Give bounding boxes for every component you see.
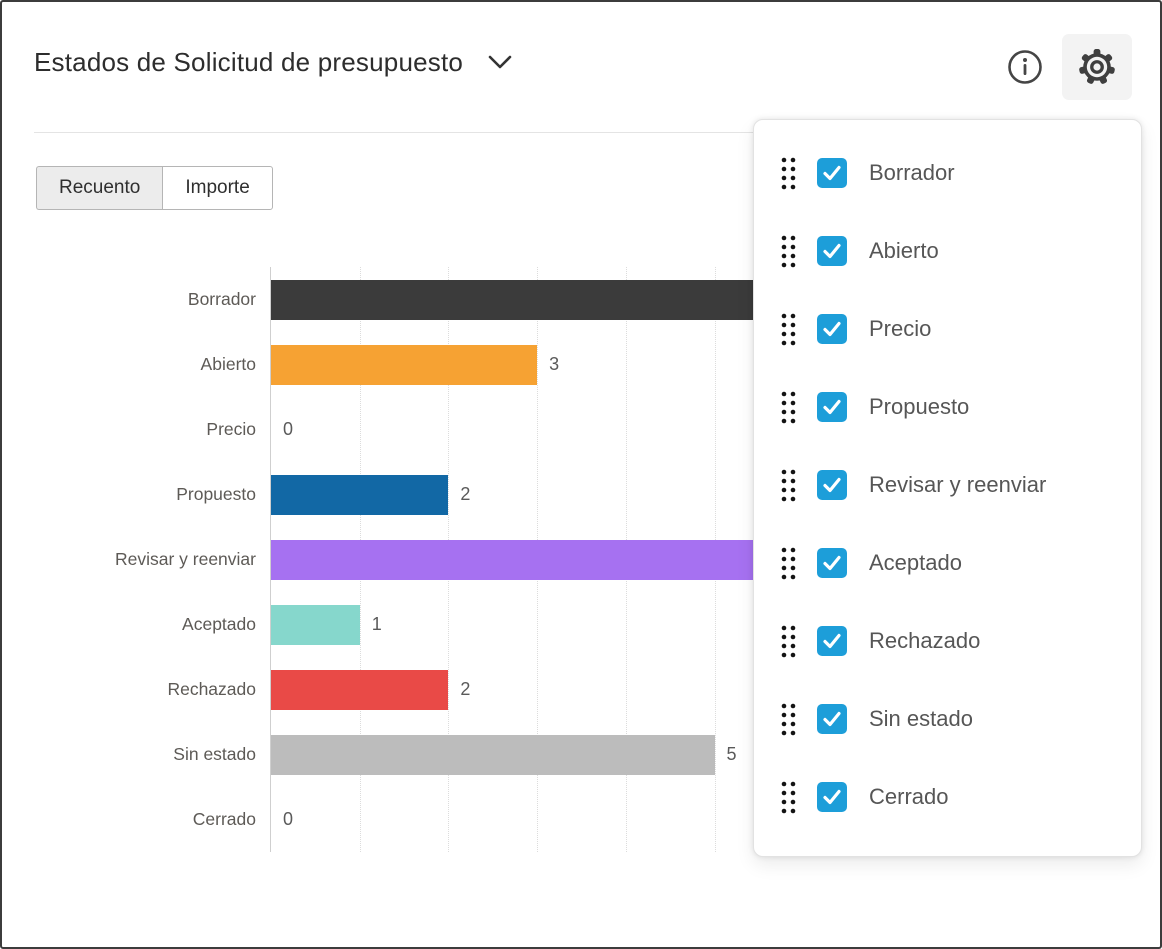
panel-item[interactable]: Sin estado [754, 680, 1141, 758]
chart-row: Sin estado 5 [32, 722, 1107, 787]
bar-track: 2 [270, 462, 1107, 527]
drag-handle-icon[interactable] [780, 780, 797, 815]
checkbox[interactable] [817, 236, 847, 266]
drag-handle-icon[interactable] [780, 390, 797, 425]
checkbox[interactable] [817, 314, 847, 344]
category-label: Sin estado [173, 744, 256, 764]
panel-item-label: Cerrado [869, 784, 949, 809]
checkbox[interactable] [817, 470, 847, 500]
panel-item-label: Borrador [869, 160, 955, 185]
value-label: 0 [283, 809, 294, 829]
category-label: Borrador [187, 289, 256, 309]
info-icon [1008, 50, 1042, 84]
checkbox[interactable] [817, 158, 847, 188]
bar-track [270, 527, 1107, 592]
bar-track: 0 [270, 397, 1107, 462]
drag-handle-icon[interactable] [780, 468, 797, 503]
bar-track: 0 [270, 787, 1107, 852]
panel-item[interactable]: Abierto [754, 212, 1141, 290]
category-label: Propuesto [176, 484, 256, 504]
widget-title-dropdown[interactable]: Estados de Solicitud de presupuesto [34, 47, 513, 78]
panel-item-label: Rechazado [869, 628, 981, 653]
bar-track: 5 [270, 722, 1107, 787]
bar[interactable] [271, 734, 715, 775]
bar[interactable] [271, 344, 538, 385]
panel-item-label: Propuesto [869, 394, 970, 419]
panel-item-label: Sin estado [869, 706, 973, 731]
drag-handle-icon[interactable] [780, 312, 797, 347]
value-label: 1 [371, 614, 382, 634]
drag-handle-icon[interactable] [780, 546, 797, 581]
chart-row: Aceptado 1 [32, 592, 1107, 657]
drag-handle-icon[interactable] [780, 624, 797, 659]
category-label: Precio [206, 419, 256, 439]
info-button[interactable] [998, 34, 1052, 100]
drag-handle-icon[interactable] [780, 234, 797, 269]
bar-track: 1 [270, 592, 1107, 657]
checkbox[interactable] [817, 626, 847, 656]
chevron-down-icon [488, 55, 512, 69]
tab-importe[interactable]: Importe [162, 166, 273, 210]
header-actions [998, 34, 1132, 100]
checkbox[interactable] [817, 782, 847, 812]
bar[interactable] [271, 669, 449, 710]
page-title: Estados de Solicitud de presupuesto [34, 47, 464, 77]
value-label: 5 [726, 744, 737, 764]
checkbox[interactable] [817, 548, 847, 578]
category-label: Revisar y reenviar [114, 549, 256, 569]
panel-item[interactable]: Rechazado [754, 602, 1141, 680]
checkbox[interactable] [817, 392, 847, 422]
settings-button[interactable] [1062, 34, 1132, 100]
bar[interactable] [271, 604, 360, 645]
bar-track [270, 267, 1107, 332]
chart-row: Propuesto 2 [32, 462, 1107, 527]
bar-track: 2 [270, 657, 1107, 722]
panel-item[interactable]: Cerrado [754, 758, 1141, 836]
panel-item[interactable]: Aceptado [754, 524, 1141, 602]
checkbox[interactable] [817, 704, 847, 734]
panel-item-label: Aceptado [869, 550, 962, 575]
panel-item-label: Precio [869, 316, 932, 341]
bar[interactable] [271, 474, 449, 515]
bar-track: 3 [270, 332, 1107, 397]
drag-handle-icon[interactable] [780, 702, 797, 737]
panel-item[interactable]: Propuesto [754, 368, 1141, 446]
drag-handle-icon[interactable] [780, 156, 797, 191]
category-label: Rechazado [167, 679, 256, 699]
chart-row: Cerrado 0 [32, 787, 1107, 852]
chart-row: Revisar y reenviar [32, 527, 1107, 592]
chart-row: Borrador [32, 267, 1107, 332]
category-label: Abierto [200, 354, 256, 374]
value-label: 0 [283, 419, 294, 439]
bar-chart: Borrador Abierto 3 Precio 0 Propuesto 2 Revisar… [32, 267, 1107, 852]
measure-toggle: Recuento Importe [36, 166, 273, 210]
panel-item[interactable]: Precio [754, 290, 1141, 368]
panel-item-label: Abierto [869, 238, 939, 263]
value-label: 2 [460, 679, 471, 699]
chart-row: Abierto 3 [32, 332, 1107, 397]
category-label: Cerrado [192, 809, 256, 829]
bar[interactable] [271, 539, 804, 580]
bar[interactable] [271, 279, 804, 320]
header-divider [34, 132, 1132, 133]
panel-item[interactable]: Borrador [754, 134, 1141, 212]
settings-dropdown-panel: Borrador Abierto Precio Propuesto Revisar y … [753, 119, 1142, 857]
value-label: 3 [549, 354, 560, 374]
value-label: 2 [460, 484, 471, 504]
panel-item[interactable]: Revisar y reenviar [754, 446, 1141, 524]
panel-item-label: Revisar y reenviar [869, 472, 1047, 497]
chart-row: Rechazado 2 [32, 657, 1107, 722]
tab-recuento[interactable]: Recuento [36, 166, 163, 210]
category-label: Aceptado [182, 614, 256, 634]
gear-icon [1079, 49, 1115, 84]
chart-row: Precio 0 [32, 397, 1107, 462]
